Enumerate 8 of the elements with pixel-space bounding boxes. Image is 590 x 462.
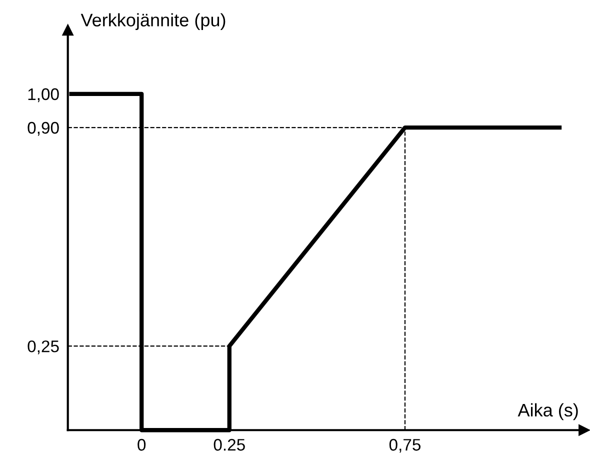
y-tick-label: 1,00	[28, 88, 59, 102]
y-tick-label: 0,25	[28, 340, 59, 354]
y-axis-title: Verkkojännite (pu)	[80, 13, 226, 30]
x-tick-label: 0.25	[214, 438, 245, 451]
x-tick-label: 0	[138, 438, 146, 451]
y-tick-label: 0,90	[28, 122, 59, 136]
x-axis-title: Aika (s)	[518, 403, 578, 420]
x-tick-label: 0,75	[389, 438, 421, 453]
